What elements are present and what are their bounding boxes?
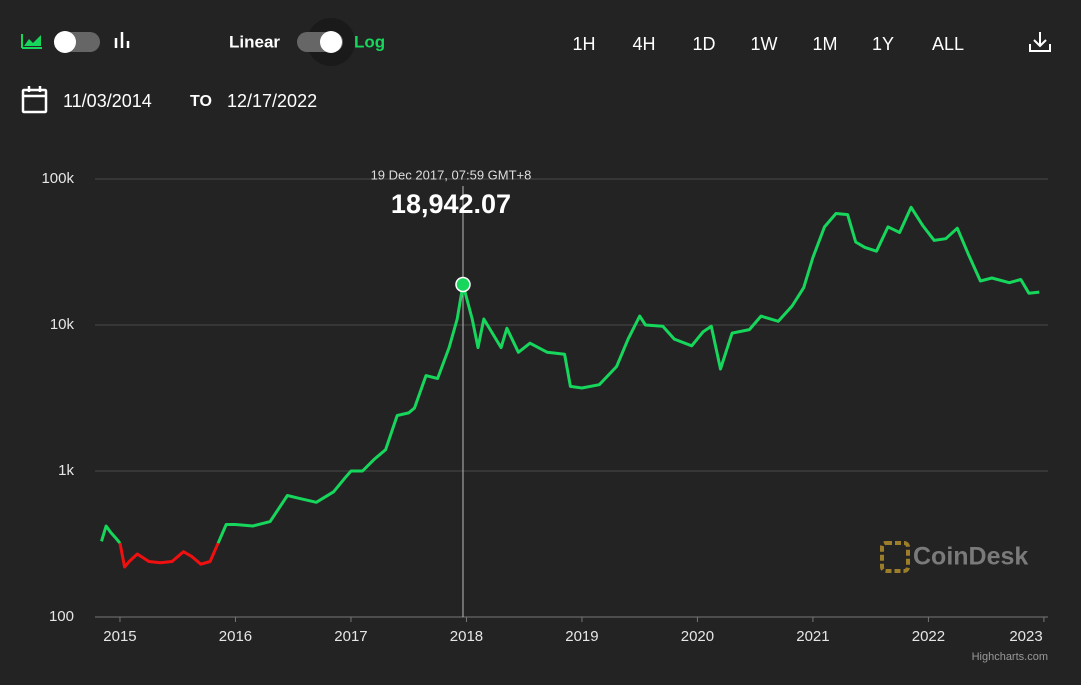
range-button[interactable]: 1W	[751, 34, 778, 54]
y-tick-label: 10k	[50, 316, 75, 333]
price-line	[216, 205, 1040, 544]
range-button[interactable]: 1H	[572, 34, 595, 54]
range-button[interactable]: 4H	[632, 34, 655, 54]
x-tick-label: 2019	[565, 628, 598, 645]
linear-label[interactable]: Linear	[229, 32, 280, 51]
hover-marker	[455, 276, 471, 293]
price-line	[100, 524, 122, 545]
log-label[interactable]: Log	[354, 32, 385, 51]
range-button[interactable]: 1M	[812, 34, 837, 54]
y-tick-label: 1k	[58, 462, 74, 479]
x-tick-label: 2018	[450, 628, 483, 645]
chart-type-icon[interactable]	[21, 34, 42, 49]
bar-chart-icon[interactable]	[114, 32, 130, 48]
tooltip-value: 18,942.07	[391, 189, 511, 219]
credits[interactable]: Highcharts.com	[972, 651, 1048, 663]
x-tick-label: 2023	[1009, 628, 1042, 645]
calendar-icon[interactable]	[21, 86, 48, 114]
x-tick-label: 2015	[103, 628, 136, 645]
y-tick-label: 100k	[41, 170, 74, 187]
range-button[interactable]: 1Y	[872, 34, 894, 54]
x-tick-label: 2020	[681, 628, 714, 645]
chart-type-toggle[interactable]	[54, 31, 100, 53]
to-label: TO	[190, 93, 212, 110]
download-icon[interactable]	[1029, 32, 1051, 52]
watermark-text: CoinDesk	[913, 543, 1028, 571]
x-tick-label: 2016	[219, 628, 252, 645]
scale-toggle[interactable]	[297, 18, 355, 66]
y-tick-label: 100	[49, 608, 74, 625]
range-button[interactable]: 1D	[692, 34, 715, 54]
to-date[interactable]: 12/17/2022	[227, 91, 317, 111]
watermark: CoinDesk	[880, 541, 1028, 573]
tooltip-date: 19 Dec 2017, 07:59 GMT+8	[371, 167, 532, 182]
x-tick-label: 2022	[912, 628, 945, 645]
from-date[interactable]: 11/03/2014	[63, 91, 152, 111]
x-tick-label: 2021	[796, 628, 829, 645]
range-button[interactable]: ALL	[932, 34, 964, 54]
price-line	[118, 542, 220, 569]
x-tick-label: 2017	[334, 628, 367, 645]
